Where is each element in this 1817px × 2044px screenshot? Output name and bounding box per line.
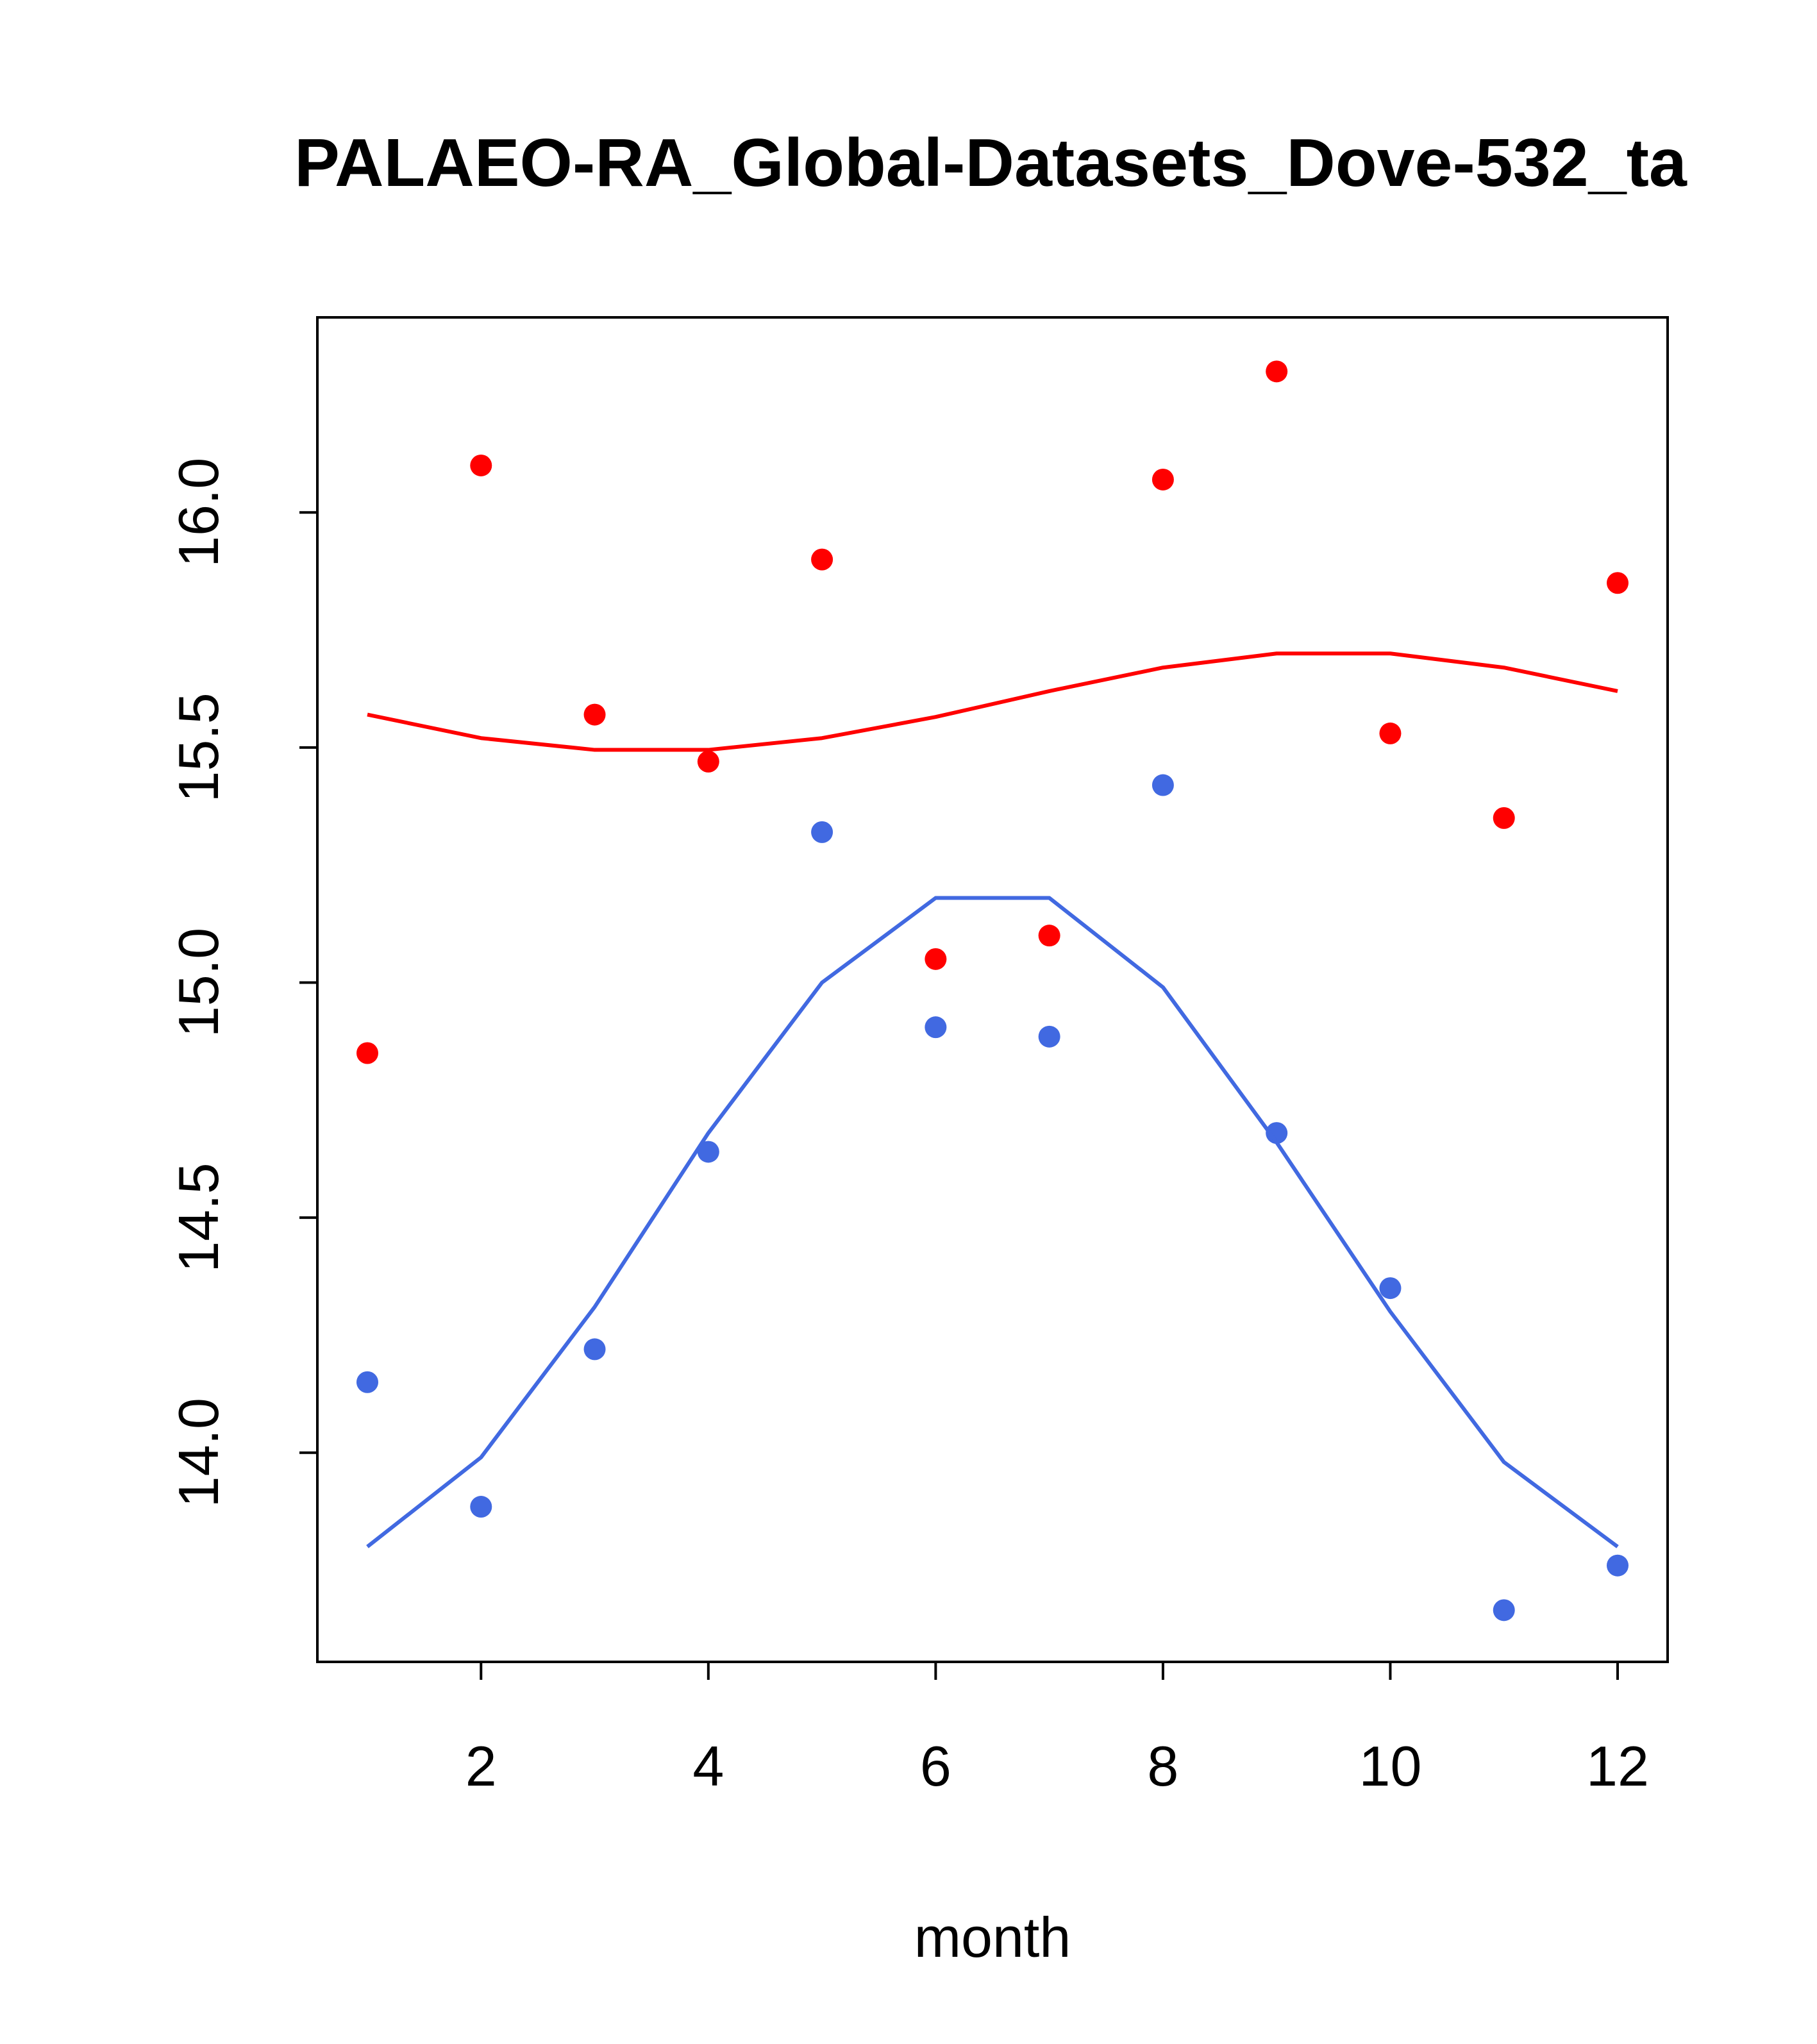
red-point-month-6 xyxy=(925,948,947,970)
y-tick-label-15.0: 15.0 xyxy=(167,928,230,1037)
red-point-month-2 xyxy=(470,454,492,476)
y-tick-label-14.5: 14.5 xyxy=(167,1162,230,1272)
y-axis: 14.0 14.5 15.0 15.5 16.0 xyxy=(167,458,317,1507)
blue-point-month-4 xyxy=(697,1141,719,1163)
blue-point-month-6 xyxy=(925,1016,947,1039)
plot-frame xyxy=(316,316,1669,1663)
x-tick-label-12: 12 xyxy=(1586,1734,1649,1798)
blue-point-month-1 xyxy=(356,1371,378,1393)
red-point-month-11 xyxy=(1493,807,1515,829)
x-tick-label-6: 6 xyxy=(920,1734,951,1798)
red-point-month-4 xyxy=(697,750,719,773)
red-point-month-3 xyxy=(583,703,606,726)
blue-point-month-12 xyxy=(1607,1554,1629,1577)
blue-line-series xyxy=(366,896,1619,1548)
blue-point-month-3 xyxy=(583,1338,606,1361)
blue-point-month-8 xyxy=(1151,774,1174,796)
red-line-series xyxy=(367,651,1618,752)
x-axis-title: month xyxy=(914,1906,1071,1969)
x-tick-label-8: 8 xyxy=(1147,1734,1178,1798)
chart-title: PALAEO-RA_Global-Datasets_Dove-532_ta xyxy=(294,125,1687,201)
blue-point-month-2 xyxy=(470,1496,492,1518)
blue-point-month-9 xyxy=(1266,1122,1288,1144)
red-point-month-7 xyxy=(1038,925,1060,947)
x-tick-label-10: 10 xyxy=(1359,1734,1422,1798)
y-tick-label-16.0: 16.0 xyxy=(167,458,230,567)
blue-point-month-5 xyxy=(811,821,833,843)
red-point-month-8 xyxy=(1151,468,1174,490)
y-tick-label-15.5: 15.5 xyxy=(167,692,230,802)
x-tick-label-2: 2 xyxy=(465,1734,497,1798)
y-tick-label-14.0: 14.0 xyxy=(167,1398,230,1507)
red-point-month-10 xyxy=(1379,722,1402,744)
red-point-month-1 xyxy=(356,1042,378,1064)
red-point-month-5 xyxy=(811,548,833,571)
x-tick-label-4: 4 xyxy=(692,1734,724,1798)
blue-point-month-10 xyxy=(1379,1277,1402,1300)
red-point-month-9 xyxy=(1266,360,1288,383)
x-axis: 2 4 6 8 10 12 xyxy=(465,1662,1649,1798)
blue-point-month-11 xyxy=(1493,1599,1515,1621)
red-point-month-12 xyxy=(1607,572,1629,594)
blue-point-month-7 xyxy=(1038,1025,1060,1048)
plot-area xyxy=(356,360,1629,1621)
